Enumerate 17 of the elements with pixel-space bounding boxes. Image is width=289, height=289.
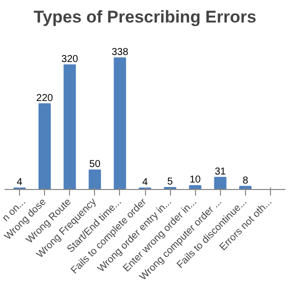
data-label: 31 <box>214 166 226 178</box>
bar <box>114 57 126 190</box>
bar <box>189 185 202 190</box>
data-label: 5 <box>167 176 174 188</box>
bar <box>214 176 226 190</box>
data-label: 4 <box>16 176 23 188</box>
bar <box>88 170 101 190</box>
bar <box>64 64 76 190</box>
data-label: 10 <box>190 174 202 186</box>
data-label: 220 <box>36 92 54 104</box>
data-label: 8 <box>242 175 249 186</box>
bar <box>38 103 51 190</box>
chart-title: Types of Prescribing Errors <box>34 8 256 26</box>
data-label: 50 <box>89 159 101 170</box>
data-label: 338 <box>112 46 129 58</box>
data-label: 4 <box>142 176 148 188</box>
data-label: 320 <box>61 54 79 65</box>
